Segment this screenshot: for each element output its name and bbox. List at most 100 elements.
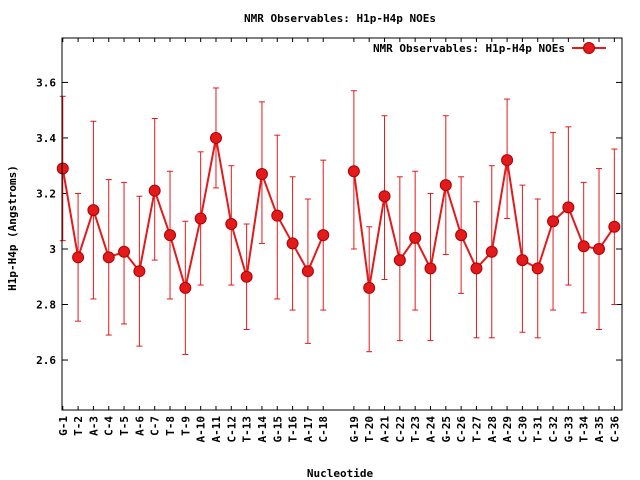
data-point <box>516 254 529 267</box>
data-point <box>409 231 422 244</box>
x-tick-label: T-2 <box>72 416 85 436</box>
data-point <box>240 270 253 283</box>
y-tick-label: 3.6 <box>36 76 56 89</box>
x-tick-label: G-33 <box>562 416 575 443</box>
x-tick-label: A-17 <box>302 416 315 443</box>
x-tick-label: A-21 <box>379 416 392 443</box>
x-tick-label: T-27 <box>470 416 483 443</box>
x-tick-label: C-30 <box>516 416 529 443</box>
x-tick-label: C-32 <box>547 416 560 443</box>
data-point <box>118 245 131 258</box>
data-point <box>271 209 284 222</box>
x-tick-label: A-3 <box>87 416 100 436</box>
x-tick-label: G-15 <box>271 416 284 443</box>
data-point <box>179 281 192 294</box>
x-tick-label: T-8 <box>164 416 177 436</box>
series-segment <box>77 209 95 258</box>
data-point <box>286 237 299 250</box>
y-tick-label: 2.8 <box>36 299 56 312</box>
x-tick-label: T-16 <box>287 416 300 443</box>
data-point <box>378 190 391 203</box>
x-tick-label: A-11 <box>210 416 223 443</box>
x-tick-label: C-18 <box>317 416 330 443</box>
x-tick-label: C-4 <box>103 416 116 436</box>
x-tick-label: C-26 <box>455 416 468 443</box>
data-point <box>164 229 177 242</box>
series-segment <box>153 190 171 236</box>
data-point <box>133 265 146 278</box>
series-segment <box>92 209 110 258</box>
data-point <box>209 131 222 144</box>
legend-marker <box>583 42 595 54</box>
data-point <box>255 168 268 181</box>
data-point <box>393 254 406 267</box>
data-point <box>577 240 590 253</box>
data-point <box>501 154 514 167</box>
series-segment <box>460 234 478 269</box>
data-point <box>562 201 575 214</box>
legend-label: NMR Observables: H1p-H4p NOEs <box>373 42 565 55</box>
x-tick-label: A-10 <box>195 416 208 443</box>
series-segment <box>352 171 371 288</box>
series-segment <box>230 223 248 278</box>
data-point <box>424 262 437 275</box>
data-point <box>87 204 100 217</box>
x-tick-label: C-36 <box>608 416 621 443</box>
series-segment <box>61 168 80 258</box>
legend: NMR Observables: H1p-H4p NOEs <box>373 42 606 55</box>
plot-frame <box>61 37 623 411</box>
series-segment <box>506 159 524 261</box>
data-point <box>225 218 238 230</box>
x-tick-label: C-12 <box>225 416 238 443</box>
data-point <box>301 265 314 278</box>
series-segment <box>261 173 279 217</box>
series-segment <box>245 173 263 277</box>
x-tick-label: C-7 <box>149 416 162 436</box>
series-segment <box>429 184 447 269</box>
y-tick-label: 2.6 <box>36 354 56 367</box>
data-point <box>455 229 468 242</box>
x-axis-label: Nucleotide <box>307 467 374 480</box>
data-point <box>363 281 376 294</box>
x-tick-label: A-24 <box>424 416 437 443</box>
series-segment <box>169 234 187 289</box>
x-tick-label: G-19 <box>348 416 361 443</box>
y-tick-label: 3.2 <box>36 187 56 200</box>
x-tick-label: G-1 <box>57 416 70 436</box>
x-tick-label: A-28 <box>486 416 499 443</box>
plot-area: 2.6 2.8 3 3.2 3.4 3.6 G-1 T-2 A-3 C-4 T-5 A-6 C-7 T-8… <box>36 38 622 443</box>
series-segment <box>199 137 217 219</box>
data-point <box>148 184 161 197</box>
data-point <box>194 212 207 225</box>
series-segment <box>536 220 555 269</box>
data-point <box>531 262 544 275</box>
series-segment <box>214 137 233 225</box>
data-point <box>593 242 606 255</box>
x-tick-label: T-9 <box>179 416 192 436</box>
series-segment <box>383 196 401 261</box>
data-point <box>347 165 360 178</box>
x-tick-label: T-34 <box>578 416 591 443</box>
series-segment <box>567 206 585 247</box>
data-point <box>547 215 560 228</box>
y-tick-label: 3.4 <box>36 132 56 145</box>
series-segment <box>368 196 386 289</box>
data-point <box>317 229 330 242</box>
series-segment <box>306 234 325 272</box>
chart-title: NMR Observables: H1p-H4p NOEs <box>244 12 436 25</box>
x-tick-label: G-25 <box>440 416 453 443</box>
x-tick-label: A-35 <box>593 416 606 443</box>
x-tick-label: T-23 <box>409 416 422 443</box>
series-segment <box>490 159 509 252</box>
series-segment <box>444 184 463 236</box>
series-segment <box>184 218 202 289</box>
series-segment <box>138 190 156 272</box>
x-tick-label: A-29 <box>501 416 514 443</box>
data-point <box>102 251 115 264</box>
x-tick-label: C-22 <box>394 416 407 443</box>
x-tick-label: T-31 <box>532 416 545 443</box>
data-point <box>72 251 85 264</box>
y-tick-label: 3 <box>49 243 56 256</box>
x-tick-label: A-6 <box>133 416 146 436</box>
x-tick-label: T-5 <box>118 416 131 436</box>
